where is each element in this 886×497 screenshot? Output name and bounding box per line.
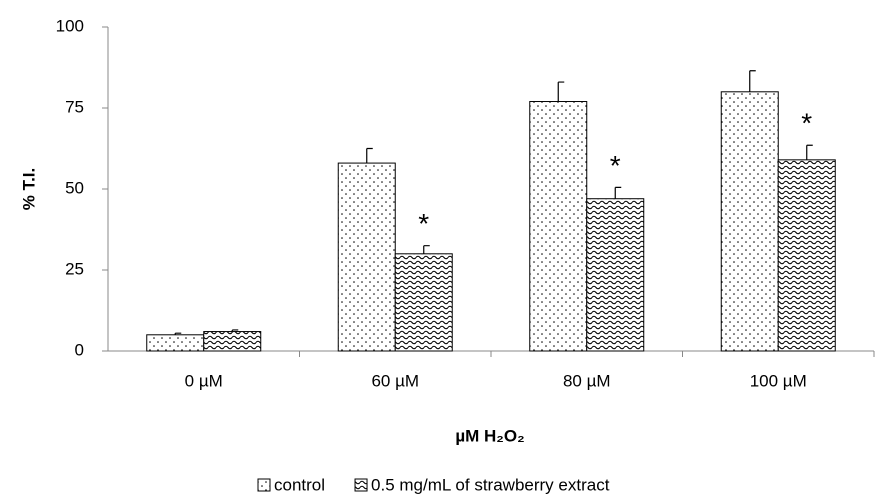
y-tick-label: 0 <box>75 340 84 359</box>
legend-swatch <box>257 478 271 492</box>
legend-label: control <box>274 475 325 494</box>
bar <box>203 331 262 352</box>
x-tick-label: 100 µM <box>750 371 807 390</box>
error-bar <box>749 70 756 92</box>
y-tick-label: 100 <box>56 16 84 35</box>
x-axis-title: µM H₂O₂ <box>455 426 524 445</box>
x-tick-label: 80 µM <box>563 371 611 390</box>
y-tick-label: 25 <box>65 259 84 278</box>
bar <box>720 91 779 352</box>
x-tick-label: 60 µM <box>371 371 419 390</box>
bar <box>586 198 645 352</box>
y-tick-label: 50 <box>65 178 84 197</box>
x-tick-label: 0 µM <box>185 371 223 390</box>
bar <box>529 101 588 352</box>
error-bar <box>806 144 813 160</box>
y-tick-label: 75 <box>65 97 84 116</box>
error-bar <box>423 245 430 254</box>
bar <box>337 162 396 352</box>
y-axis-title: % T.I. <box>19 168 38 211</box>
error-bar <box>366 147 373 164</box>
bar <box>777 159 836 352</box>
legend-label: 0.5 mg/mL of strawberry extract <box>371 475 610 494</box>
significance-marker: * <box>801 108 812 139</box>
significance-marker: * <box>610 150 621 181</box>
bar <box>394 253 453 352</box>
legend-swatch <box>354 478 368 492</box>
bar <box>146 334 205 352</box>
significance-marker: * <box>418 208 429 239</box>
error-bar <box>614 186 622 199</box>
error-bar <box>557 81 565 102</box>
